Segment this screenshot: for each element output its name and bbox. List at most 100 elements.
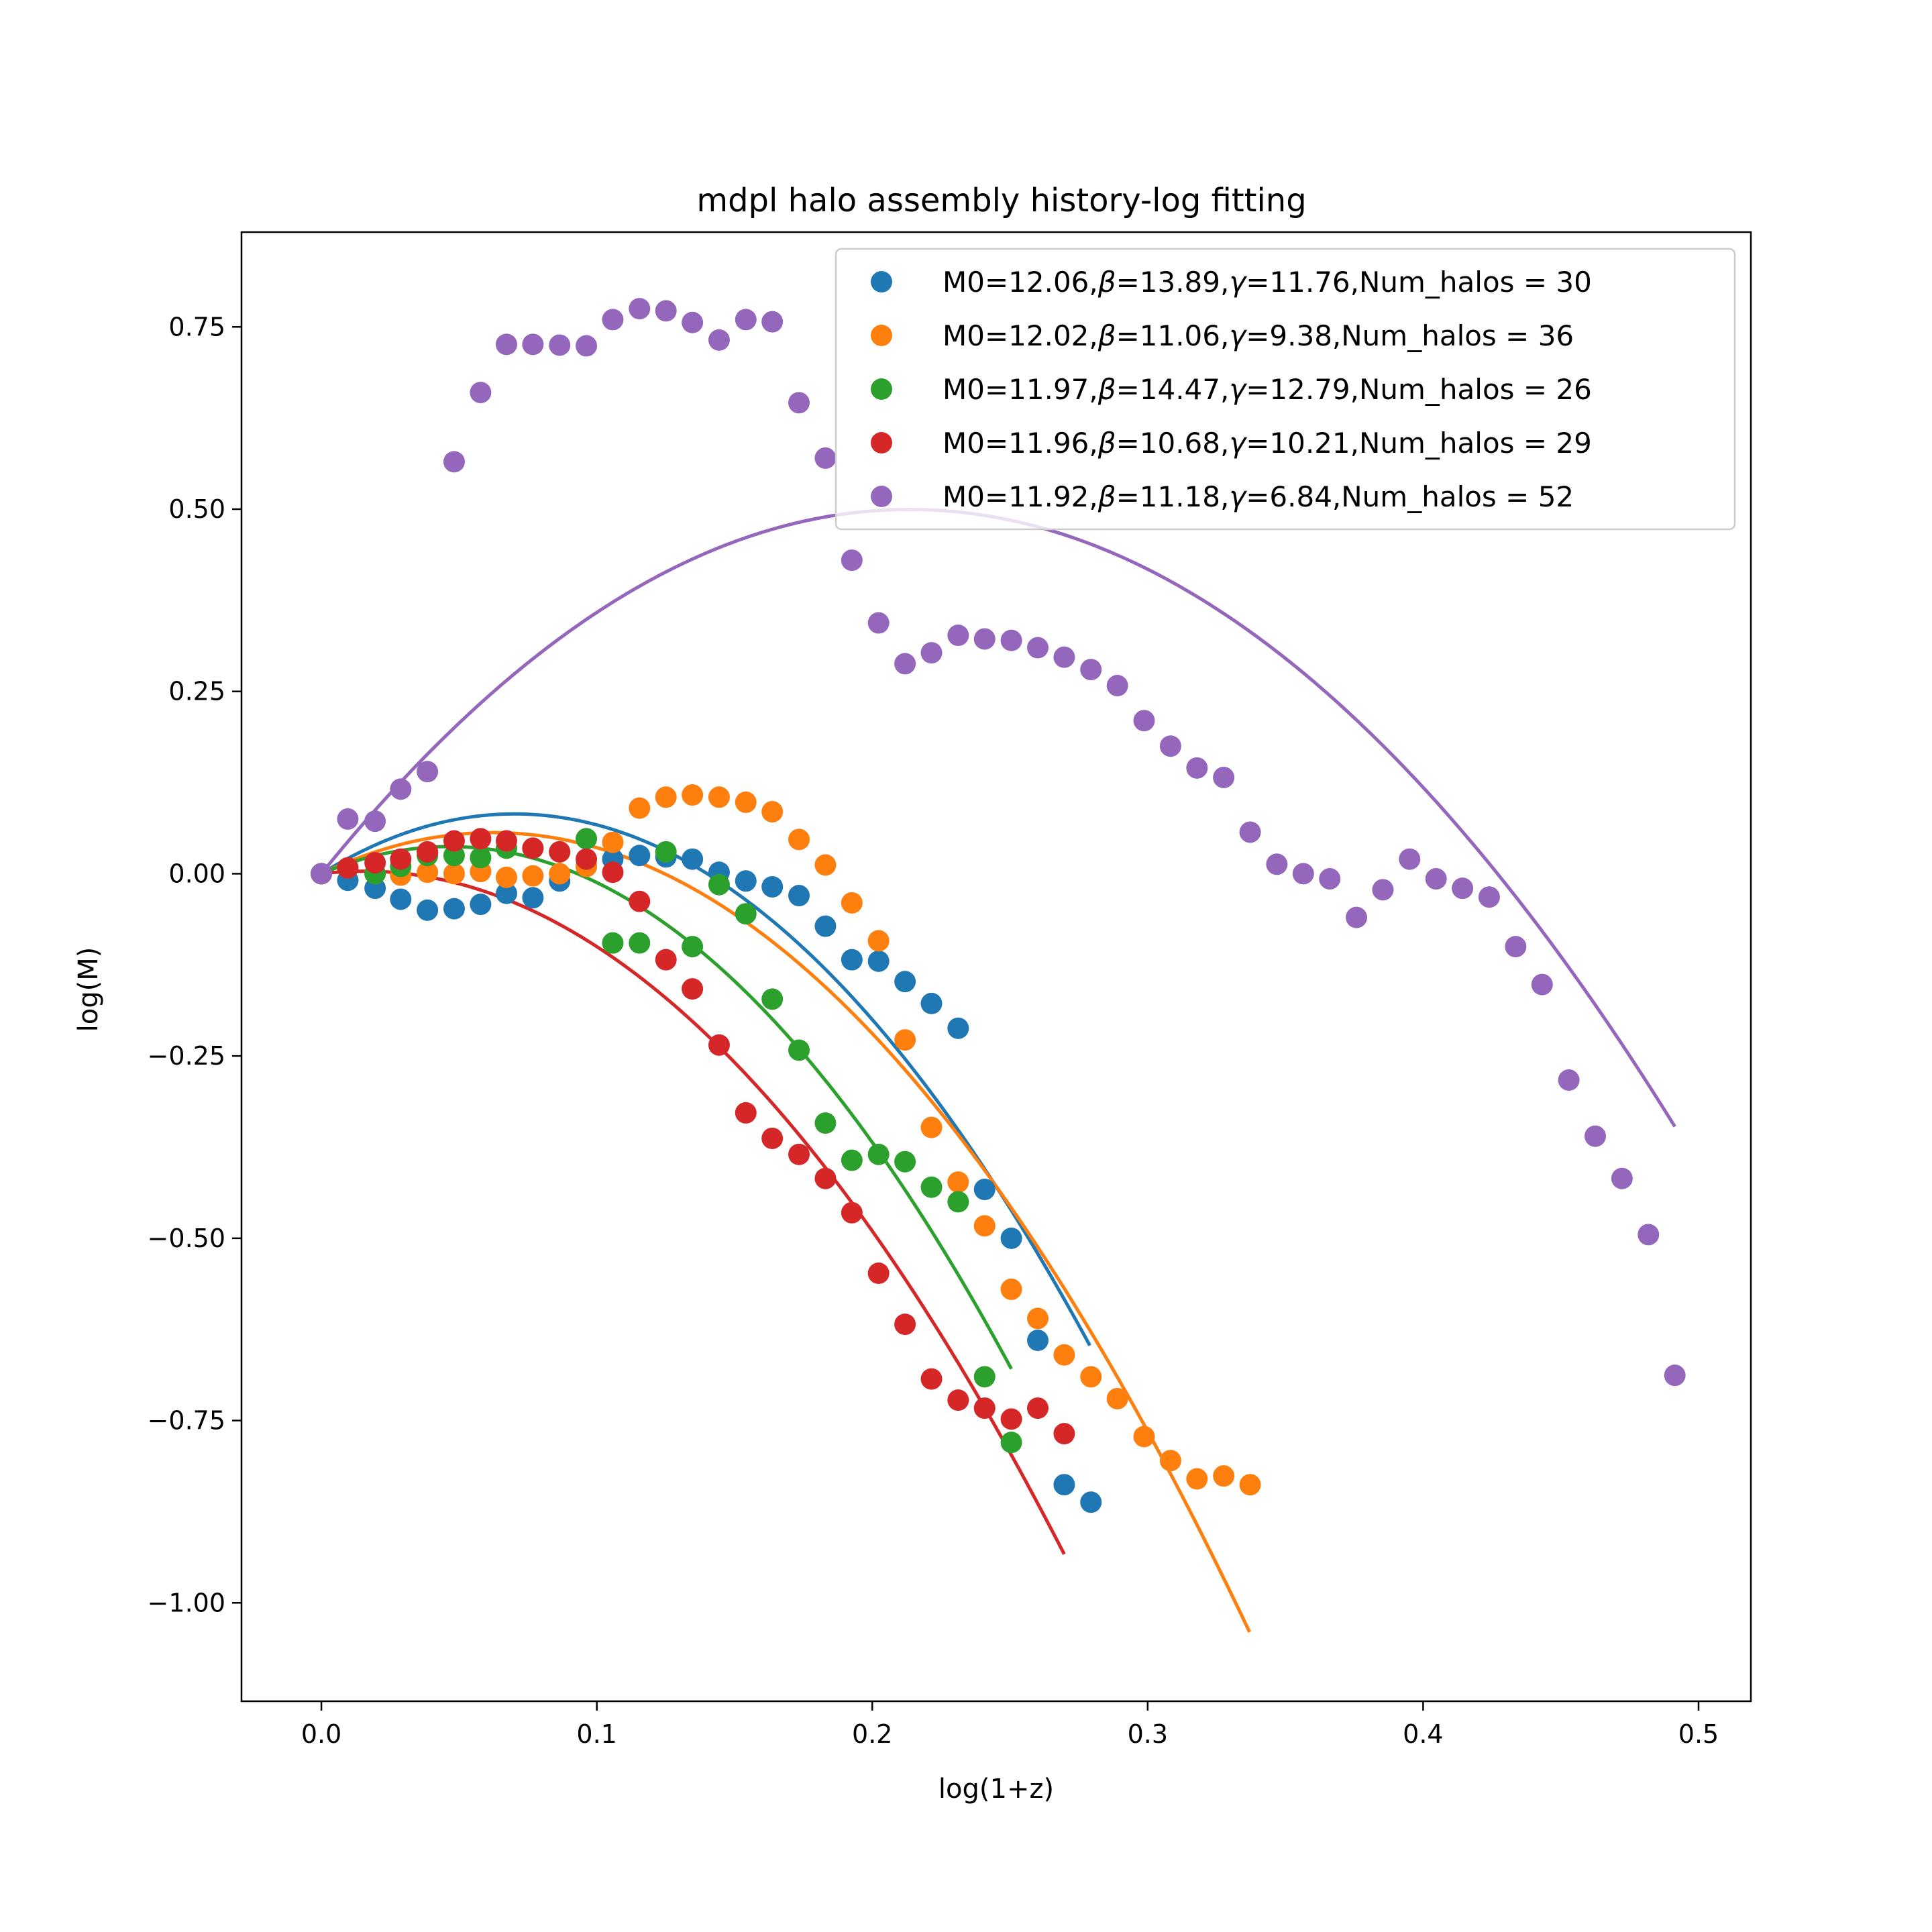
data-point-series-1	[390, 888, 412, 910]
data-point-series-5	[708, 329, 730, 351]
y-tick-label: −1.00	[148, 1588, 225, 1617]
data-point-series-4	[576, 848, 598, 870]
fit-line-4	[321, 869, 1066, 1555]
data-point-series-2	[920, 1116, 943, 1138]
data-point-series-5	[1080, 659, 1102, 681]
data-point-series-5	[1106, 675, 1128, 697]
data-point-series-5	[602, 309, 624, 331]
data-point-series-5	[576, 335, 598, 357]
data-point-series-2	[682, 784, 704, 806]
data-point-series-2	[522, 865, 544, 887]
data-point-series-5	[1425, 868, 1447, 890]
legend-beta_val-3: =14.47,	[1116, 373, 1230, 406]
legend-beta_val-1: =13.89,	[1116, 266, 1230, 299]
data-point-series-4	[735, 1102, 757, 1124]
data-point-series-1	[841, 949, 863, 971]
data-point-series-5	[867, 612, 890, 634]
legend-label-5: M0=11.92,β=11.18,γ=6.84,Num_halos = 52	[943, 480, 1574, 513]
data-point-series-3	[788, 1039, 810, 1061]
legend-m0-2: M0=12.02,	[943, 319, 1098, 352]
data-point-series-5	[443, 451, 465, 473]
data-point-series-5	[814, 447, 837, 469]
data-point-series-4	[495, 830, 517, 852]
legend-gamma_val-4: =10.21,Num_halos = 29	[1246, 427, 1592, 460]
y-tick-label: 0.00	[168, 859, 225, 888]
x-axis-label: log(1+z)	[938, 1774, 1054, 1805]
data-point-series-2	[629, 797, 651, 819]
data-points	[311, 298, 1686, 1513]
data-point-series-5	[1133, 710, 1155, 732]
legend-gamma-5: γ	[1229, 480, 1247, 513]
data-point-series-1	[973, 1179, 996, 1201]
legend-gamma-1: γ	[1229, 266, 1247, 299]
data-point-series-2	[761, 801, 784, 823]
data-point-series-5	[973, 628, 996, 650]
data-point-series-4	[1000, 1408, 1022, 1430]
data-point-series-3	[576, 828, 598, 850]
legend-gamma-2: γ	[1229, 319, 1247, 352]
data-point-series-3	[973, 1366, 996, 1388]
legend-label-3: M0=11.97,β=14.47,γ=12.79,Num_halos = 26	[943, 373, 1592, 406]
data-point-series-3	[761, 988, 784, 1010]
legend-beta-5: β	[1097, 480, 1116, 513]
x-tick-label: 0.5	[1678, 1719, 1719, 1749]
data-point-series-2	[549, 863, 571, 885]
data-point-series-5	[1664, 1364, 1686, 1387]
data-point-series-5	[522, 333, 544, 356]
data-point-series-5	[655, 300, 677, 322]
legend-marker-1	[871, 271, 892, 292]
data-point-series-2	[655, 786, 677, 808]
data-point-series-5	[682, 311, 704, 333]
legend-m0-3: M0=11.97,	[943, 373, 1098, 406]
data-point-series-3	[682, 936, 704, 958]
data-point-series-1	[522, 887, 544, 909]
legend-beta-1: β	[1097, 266, 1116, 299]
data-point-series-3	[920, 1176, 943, 1198]
data-point-series-4	[417, 841, 439, 863]
data-point-series-4	[814, 1167, 837, 1189]
data-point-series-2	[443, 863, 465, 885]
y-tick-label: 0.75	[168, 312, 225, 341]
data-point-series-5	[1372, 879, 1394, 901]
data-point-series-1	[761, 875, 784, 898]
data-point-series-1	[1000, 1227, 1022, 1249]
data-point-series-5	[1000, 629, 1022, 651]
data-point-series-5	[470, 382, 492, 404]
legend-gamma_val-1: =11.76,Num_halos = 30	[1246, 266, 1592, 299]
data-point-series-2	[1159, 1450, 1181, 1472]
data-point-series-5	[1213, 766, 1235, 788]
legend-m0-5: M0=11.92,	[943, 480, 1098, 513]
data-point-series-5	[1292, 863, 1314, 885]
data-point-series-4	[761, 1127, 784, 1149]
legend-m0-1: M0=12.06,	[943, 266, 1098, 299]
data-point-series-5	[894, 653, 916, 675]
data-point-series-5	[1399, 848, 1421, 870]
data-point-series-5	[1478, 886, 1500, 908]
data-point-series-3	[708, 873, 730, 896]
data-point-series-1	[788, 885, 810, 907]
legend-beta_val-2: =11.06,	[1116, 319, 1230, 352]
data-point-series-5	[841, 549, 863, 572]
legend-gamma-3: γ	[1229, 373, 1247, 406]
x-tick-label: 0.2	[852, 1719, 892, 1749]
data-point-series-2	[947, 1171, 969, 1193]
data-point-series-2	[1026, 1307, 1049, 1330]
legend-beta-4: β	[1097, 427, 1116, 460]
data-point-series-2	[1000, 1278, 1022, 1300]
y-tick-label: −0.50	[148, 1224, 225, 1253]
legend-beta_val-4: =10.68,	[1116, 427, 1230, 460]
data-point-series-4	[841, 1201, 863, 1224]
data-point-series-1	[470, 894, 492, 916]
data-point-series-5	[1266, 853, 1288, 875]
data-point-series-4	[470, 828, 492, 850]
data-point-series-4	[337, 857, 359, 879]
data-point-series-2	[602, 831, 624, 853]
data-point-series-5	[549, 334, 571, 356]
data-point-series-5	[761, 311, 784, 333]
data-point-series-4	[867, 1263, 890, 1285]
data-point-series-4	[973, 1397, 996, 1419]
data-point-series-4	[655, 949, 677, 971]
data-point-series-3	[602, 932, 624, 954]
data-point-series-2	[495, 866, 517, 888]
